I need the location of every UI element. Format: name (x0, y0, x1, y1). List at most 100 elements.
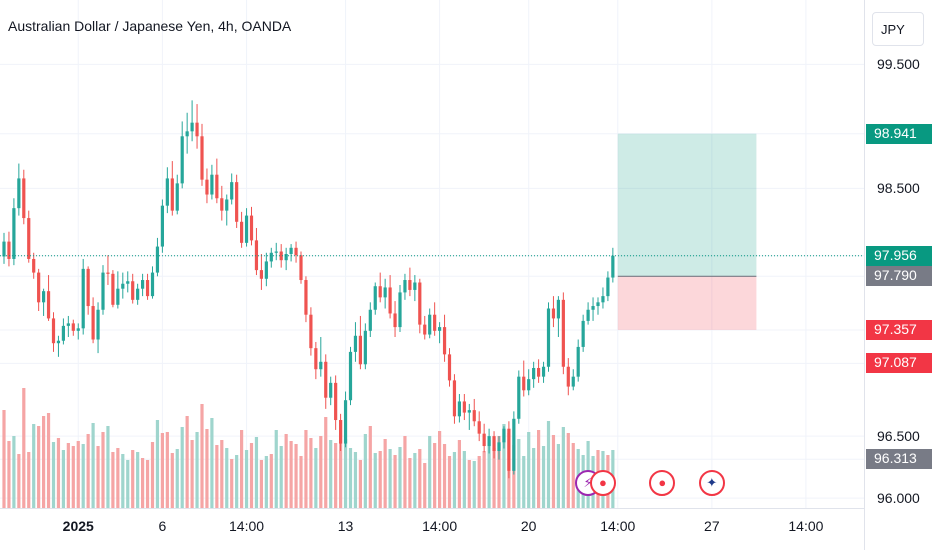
candle (136, 283, 140, 305)
price-tick-label: 96.000 (877, 490, 920, 507)
volume-bar (368, 426, 372, 508)
candle-body (373, 286, 377, 310)
candle-body (487, 436, 491, 447)
volume-bar (205, 429, 209, 508)
candle-body (81, 268, 85, 329)
volume-bar (46, 413, 51, 508)
candle-body (304, 280, 308, 315)
candle-body (378, 286, 382, 298)
volume-bar (61, 450, 65, 508)
volume-bar (42, 416, 46, 508)
volume-bar (289, 441, 293, 508)
candle-body (111, 273, 115, 305)
candle-body (541, 366, 546, 377)
price-tag: 97.790 (866, 266, 932, 287)
price-tag-value: 97.956 (874, 246, 917, 263)
volume-bars (2, 388, 615, 508)
economic-event-icon-2[interactable]: ● (649, 470, 676, 496)
candle-body (517, 376, 521, 419)
time-tick-label: 6 (158, 518, 167, 534)
candle-body (358, 335, 362, 365)
candle-body (175, 183, 179, 211)
volume-bar (413, 453, 417, 508)
economic-event-icon[interactable]: ● (589, 470, 616, 496)
candle (546, 302, 551, 372)
volume-bar (532, 448, 536, 508)
volume-bar (442, 444, 447, 508)
candle-body (96, 309, 100, 340)
candle-body (423, 324, 427, 335)
candle (606, 271, 610, 302)
candle-body (165, 178, 169, 206)
volume-bar (175, 449, 179, 508)
candle (12, 198, 16, 266)
candle-body (116, 288, 120, 305)
candle (150, 266, 155, 299)
australia-flag-icon[interactable]: ✦ (698, 470, 725, 496)
volume-bar (185, 416, 189, 508)
volume-bar (165, 432, 169, 508)
target-zone (617, 133, 757, 277)
volume-bar (304, 430, 308, 508)
volume-bar (378, 451, 382, 508)
candle-body (131, 281, 135, 300)
candle (2, 232, 6, 264)
candle (477, 411, 481, 442)
candle (413, 275, 417, 302)
volume-bar (566, 433, 570, 508)
candle (343, 391, 348, 448)
volume-bar (462, 451, 466, 508)
candle (537, 359, 541, 383)
candle (329, 376, 333, 406)
volume-bar (541, 446, 546, 508)
candle-body (403, 280, 407, 293)
candle (42, 288, 46, 316)
candle (561, 292, 565, 375)
candle-body (576, 346, 580, 377)
candle (279, 244, 283, 268)
candle-body (155, 246, 160, 273)
candle-body (220, 198, 224, 211)
candle-body (462, 401, 466, 413)
candle (447, 348, 452, 387)
price-plot[interactable] (0, 0, 864, 508)
candle-body (195, 122, 199, 137)
candle-body (566, 366, 570, 387)
volume-bar (155, 420, 160, 508)
candle (299, 251, 303, 284)
volume-bar (136, 452, 140, 508)
candle (571, 369, 575, 391)
volume-bar (17, 454, 21, 508)
candle (81, 258, 85, 335)
candle-body (551, 308, 556, 319)
price-axis-border (864, 0, 865, 550)
currency-button[interactable]: JPY (872, 12, 924, 46)
candle-body (309, 314, 313, 349)
candle (111, 270, 115, 308)
candle (56, 335, 61, 357)
candle (17, 163, 21, 216)
candle-body (527, 379, 531, 391)
long-position-tool[interactable] (617, 133, 757, 330)
candle (71, 319, 75, 336)
candle (259, 254, 263, 290)
candle-body (51, 318, 56, 344)
candle-body (438, 327, 442, 331)
candle (502, 426, 506, 449)
candle-body (180, 136, 184, 184)
candle (185, 112, 189, 154)
time-tick-label: 14:00 (600, 518, 636, 534)
candle (452, 374, 457, 424)
candle (61, 318, 65, 345)
candle-body (299, 255, 303, 281)
candle (32, 252, 36, 279)
candle (517, 370, 521, 424)
candle-body (433, 314, 437, 331)
candle-body (244, 215, 249, 243)
candle (363, 323, 367, 370)
candle (210, 164, 214, 200)
candle (244, 208, 249, 247)
volume-bar (324, 417, 328, 508)
candle-body (348, 351, 353, 401)
